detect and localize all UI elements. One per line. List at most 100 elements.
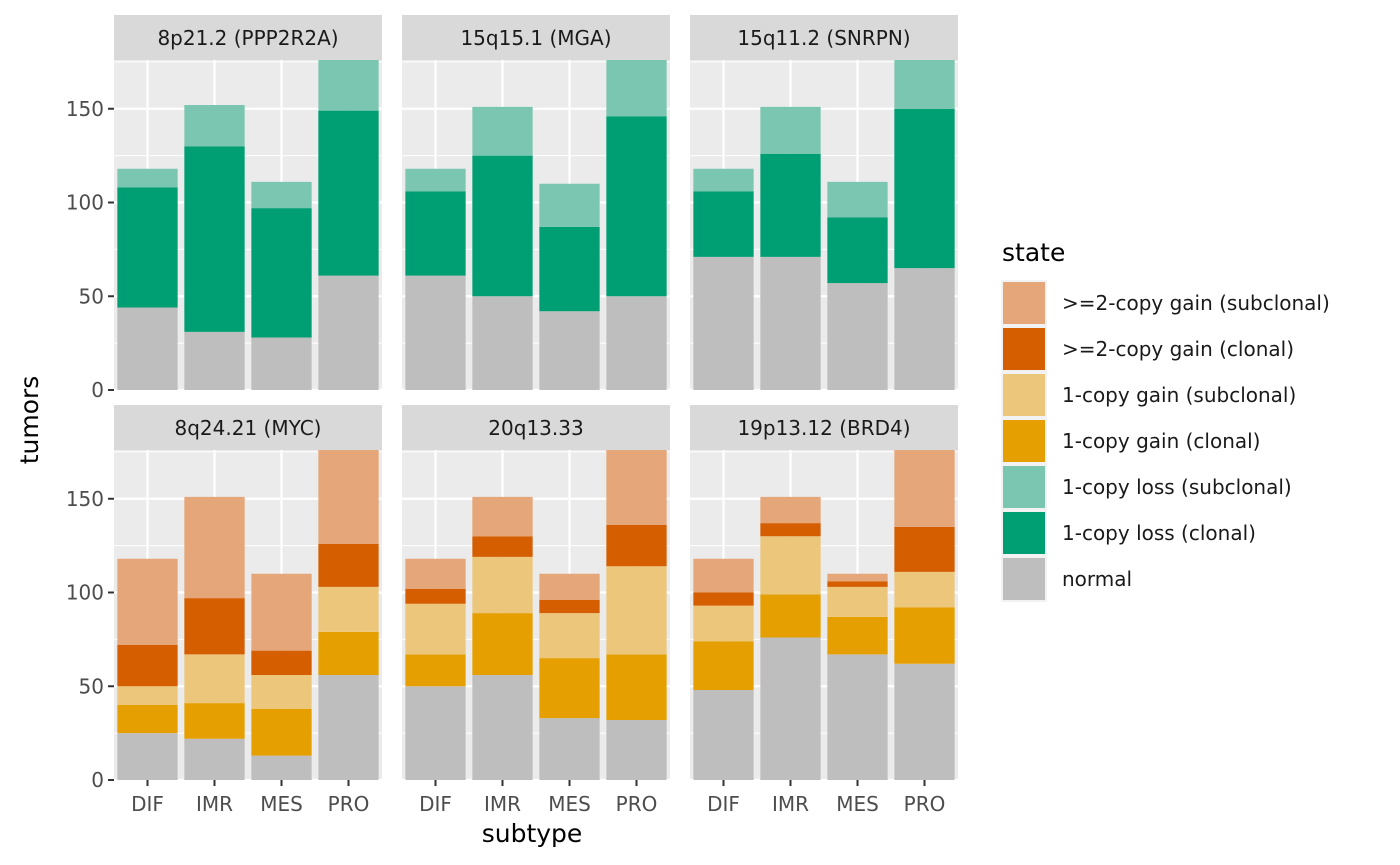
- legend-swatch: [1003, 466, 1045, 508]
- bar-segment: [606, 654, 667, 720]
- bar-segment: [117, 187, 178, 308]
- x-tick-label: IMR: [772, 792, 809, 816]
- bar-segment: [760, 523, 821, 537]
- bar-segment: [184, 105, 245, 147]
- bar-segment: [539, 573, 600, 600]
- bar-segment: [894, 663, 955, 780]
- bar-segment: [472, 536, 533, 557]
- legend-label: 1-copy loss (clonal): [1062, 521, 1256, 545]
- facet-panel: 20q13.33 DIF IMR MES PRO: [402, 405, 670, 816]
- facet-strip: [690, 405, 958, 450]
- bar-segment: [760, 536, 821, 595]
- legend-swatch: [1003, 512, 1045, 554]
- x-tick-label: MES: [548, 792, 591, 816]
- bar-segment: [184, 331, 245, 390]
- bar-segment: [827, 654, 888, 780]
- facet-strip: [114, 15, 382, 60]
- x-tick-label: MES: [260, 792, 303, 816]
- bar-segment: [894, 607, 955, 664]
- bar-segment: [693, 641, 754, 690]
- facet-strip-label: 19p13.12 (BRD4): [737, 416, 910, 440]
- bar-segment: [318, 675, 379, 780]
- bar-segment: [405, 588, 466, 604]
- bar-segment: [894, 571, 955, 608]
- y-tick-label: 100: [66, 191, 104, 215]
- bar-segment: [251, 650, 312, 675]
- legend-swatch: [1003, 374, 1045, 416]
- bar-segment: [405, 168, 466, 192]
- bar-segment: [760, 637, 821, 780]
- facet-strip-label: 8q24.21 (MYC): [175, 416, 322, 440]
- bar-segment: [760, 256, 821, 390]
- legend-entry: normal: [1001, 556, 1132, 602]
- bar-segment: [827, 586, 888, 617]
- x-tick-label: PRO: [904, 792, 946, 816]
- facet-strip-label: 15q15.1 (MGA): [460, 26, 611, 50]
- bar-segment: [894, 450, 955, 527]
- bar-segment: [184, 654, 245, 704]
- panels-layer: 8p21.2 (PPP2R2A) 0 50 100 150 15q15.1 (MGA) 15…: [66, 15, 958, 816]
- bar-segment: [117, 686, 178, 705]
- x-tick-label: DIF: [419, 792, 452, 816]
- bar-segment: [827, 581, 888, 587]
- bar-segment: [251, 337, 312, 390]
- facet-panel: 15q11.2 (SNRPN): [690, 15, 958, 392]
- facet-panel: 8p21.2 (PPP2R2A) 0 50 100 150: [66, 15, 382, 402]
- bar-segment: [184, 146, 245, 332]
- facet-strip: [114, 405, 382, 450]
- bar-segment: [405, 275, 466, 390]
- bar-segment: [760, 496, 821, 524]
- bar-segment: [472, 106, 533, 156]
- facet-strip: [402, 15, 670, 60]
- bar-segment: [405, 654, 466, 687]
- bar-segment: [539, 183, 600, 227]
- y-tick-label: 50: [79, 674, 104, 698]
- x-tick-label: IMR: [484, 792, 521, 816]
- facet-strip-label: 8p21.2 (PPP2R2A): [157, 26, 338, 50]
- legend-swatch: [1003, 558, 1045, 600]
- facet-strip-label: 20q13.33: [488, 416, 583, 440]
- y-tick-label: 0: [91, 378, 104, 402]
- facet-panel: 19p13.12 (BRD4) DIF IMR MES PRO: [690, 405, 958, 816]
- bar-segment: [251, 208, 312, 338]
- bar-segment: [472, 675, 533, 780]
- bar-segment: [184, 496, 245, 599]
- y-tick-label: 0: [91, 768, 104, 792]
- bar-segment: [539, 613, 600, 659]
- bar-segment: [539, 658, 600, 719]
- bar-segment: [117, 307, 178, 390]
- bar-segment: [827, 573, 888, 582]
- facet-panel: 8q24.21 (MYC) 0 50 100 150 DIF IMR MES PRO: [66, 405, 382, 816]
- legend-entry: >=2-copy gain (subclonal): [1001, 280, 1330, 326]
- bar-segment: [827, 616, 888, 655]
- y-axis-title: tumors: [15, 376, 44, 465]
- legend-label: normal: [1062, 567, 1132, 591]
- bar-segment: [693, 690, 754, 780]
- bar-segment: [318, 275, 379, 390]
- facet-strip: [690, 15, 958, 60]
- bar-segment: [405, 558, 466, 589]
- facet-strip: [402, 405, 670, 450]
- bar-segment: [606, 450, 667, 525]
- bar-segment: [251, 181, 312, 209]
- bar-segment: [827, 283, 888, 390]
- bar-segment: [472, 155, 533, 297]
- bar-segment: [606, 296, 667, 390]
- bar-segment: [405, 686, 466, 780]
- bar-segment: [693, 592, 754, 606]
- bar-segment: [318, 586, 379, 632]
- bar-segment: [894, 60, 955, 109]
- bar-segment: [117, 168, 178, 188]
- bar-segment: [184, 703, 245, 739]
- y-tick-label: 50: [79, 284, 104, 308]
- bar-segment: [318, 110, 379, 276]
- bar-segment: [606, 525, 667, 567]
- bar-segment: [760, 106, 821, 154]
- bar-segment: [539, 718, 600, 780]
- bar-segment: [251, 675, 312, 709]
- bar-segment: [693, 558, 754, 593]
- bar-segment: [693, 168, 754, 192]
- bar-segment: [472, 296, 533, 390]
- bar-segment: [827, 217, 888, 284]
